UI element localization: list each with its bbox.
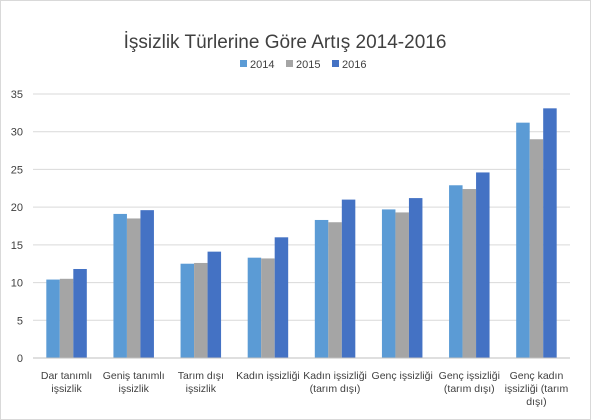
y-tick-label: 5 [17, 315, 23, 327]
legend: 2014 2015 2016 [240, 59, 366, 71]
legend-swatch-2015 [286, 60, 293, 67]
x-category-label-line: Genç kadın [510, 370, 564, 382]
y-axis-ticks: 0 5 10 15 20 25 30 35 [11, 89, 23, 365]
legend-label-2014: 2014 [250, 59, 274, 71]
bar-2014-2 [113, 213, 127, 358]
bar-2014-8 [516, 122, 530, 358]
x-category-label-line: işsizliği (tarım [505, 383, 569, 395]
bar-2016-4 [274, 237, 289, 358]
x-category-label: Kadın işsizliği (tarım dışı) [303, 370, 367, 395]
bar-2016-8 [543, 108, 557, 359]
bar-2015-8 [529, 139, 544, 358]
bar-2015-1 [59, 278, 74, 358]
legend-swatch-2016 [332, 60, 339, 67]
bar-2015-6 [395, 212, 409, 358]
bar-2016-2 [140, 210, 154, 358]
bar-2015-4 [261, 258, 275, 358]
x-category-label: Genç kadın işsizliği (tarım dışı) [505, 370, 569, 408]
y-tick-label: 35 [11, 89, 23, 101]
x-category-label-line: dışı) [526, 396, 546, 408]
x-category-label: Dar tanımlı işsizlik [41, 370, 92, 395]
x-category-label-line: Kadın işsizliği [303, 370, 367, 382]
y-tick-label: 15 [11, 240, 23, 252]
bar-2015-2 [126, 218, 141, 358]
legend-label-2016: 2016 [342, 59, 366, 71]
y-tick-label: 25 [11, 164, 23, 176]
bar-2016-5 [341, 199, 356, 358]
x-category-label: Genç işsizliği [372, 370, 433, 382]
y-tick-label: 20 [11, 202, 23, 214]
bar-2015-5 [328, 222, 342, 358]
bar-2016-1 [73, 268, 87, 358]
x-category-label-line: Genç işsizliği [372, 370, 433, 382]
x-category-label-line: Tarım dışı [178, 370, 224, 382]
bar-2015-7 [462, 189, 477, 358]
y-tick-label: 10 [11, 278, 23, 290]
x-category-label: Tarım dışı işsizlik [178, 370, 224, 395]
bar-2014-4 [247, 257, 262, 358]
chart-title: İşsizlik Türlerine Göre Artış 2014-2016 [124, 32, 447, 53]
x-category-label: Geniş tanımlı işsizlik [103, 370, 165, 395]
bar-2016-3 [207, 251, 222, 358]
bar-2016-6 [408, 198, 423, 358]
x-category-label: Kadın işsizliği [236, 370, 300, 382]
x-category-label: Genç işsizliği (tarım dışı) [439, 370, 500, 395]
bar-2015-3 [194, 262, 208, 358]
bars [46, 108, 557, 359]
x-category-label-line: Dar tanımlı [41, 370, 92, 382]
legend-swatch-2014 [240, 60, 247, 67]
bar-2014-1 [46, 279, 60, 358]
y-tick-label: 0 [17, 353, 23, 365]
legend-label-2015: 2015 [296, 59, 320, 71]
bar-2014-6 [381, 209, 396, 358]
x-category-label-line: Geniş tanımlı [103, 370, 165, 382]
bar-2016-7 [476, 172, 490, 358]
x-category-label-line: (tarım dışı) [444, 383, 495, 395]
x-category-label-line: Kadın işsizliği [236, 370, 300, 382]
x-category-label-line: işsizlik [119, 383, 150, 395]
x-category-label-line: işsizlik [51, 383, 82, 395]
bar-2014-5 [314, 219, 329, 358]
x-category-label-line: Genç işsizliği [439, 370, 500, 382]
x-category-label-line: (tarım dışı) [310, 383, 361, 395]
bar-2014-3 [180, 263, 195, 358]
y-tick-label: 30 [11, 127, 23, 139]
x-category-label-line: işsizlik [186, 383, 217, 395]
bar-2014-7 [449, 185, 463, 358]
